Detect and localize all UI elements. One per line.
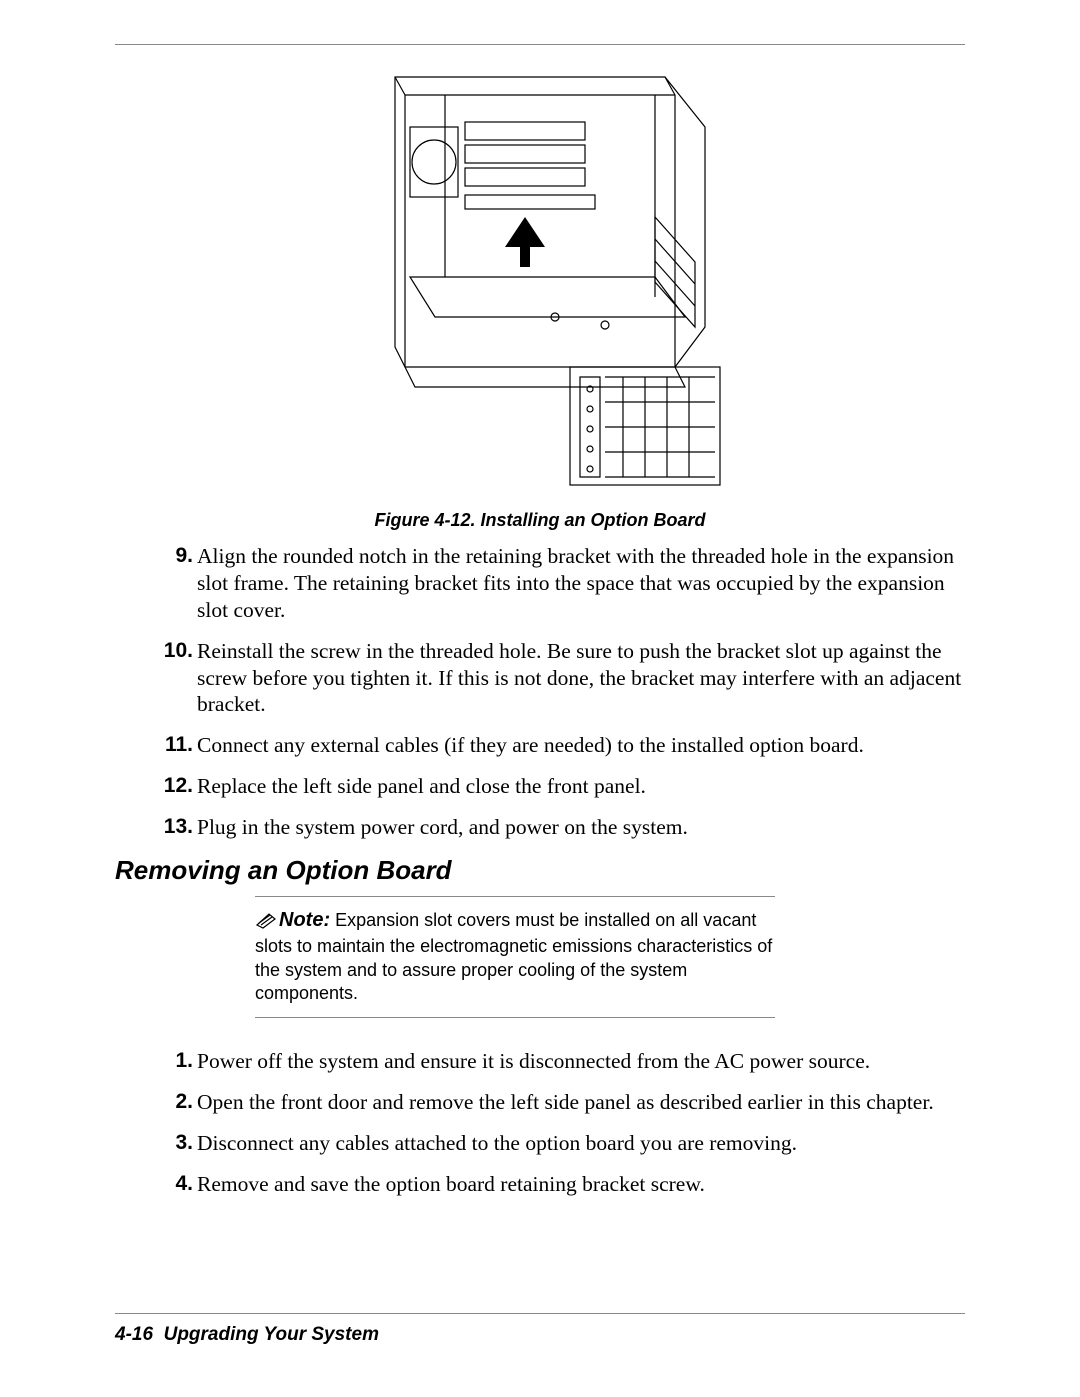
- page: Figure 4-12. Installing an Option Board …: [115, 44, 965, 1354]
- footer-page: 4-16: [115, 1324, 153, 1345]
- note-label: Note:: [279, 909, 330, 931]
- step-number: 12.: [159, 773, 193, 799]
- remove-step: 3. Disconnect any cables attached to the…: [197, 1130, 965, 1157]
- step-number: 4.: [159, 1171, 193, 1197]
- install-step: 12. Replace the left side panel and clos…: [197, 773, 965, 800]
- step-number: 9.: [159, 543, 193, 569]
- step-text: Connect any external cables (if they are…: [197, 733, 864, 757]
- install-step: 13. Plug in the system power cord, and p…: [197, 814, 965, 841]
- note-icon: [255, 911, 277, 935]
- step-text: Power off the system and ensure it is di…: [197, 1049, 870, 1073]
- figure: Figure 4-12. Installing an Option Board: [115, 67, 965, 531]
- figure-caption: Figure 4-12. Installing an Option Board: [115, 510, 965, 531]
- install-step: 9. Align the rounded notch in the retain…: [197, 543, 965, 624]
- bottom-rule: [115, 1313, 965, 1314]
- step-number: 11.: [159, 732, 193, 758]
- step-text: Plug in the system power cord, and power…: [197, 815, 688, 839]
- remove-step: 2. Open the front door and remove the le…: [197, 1089, 965, 1116]
- note-body: Note: Expansion slot covers must be inst…: [255, 897, 775, 1018]
- note-text: Expansion slot covers must be installed …: [255, 910, 772, 1003]
- step-text: Disconnect any cables attached to the op…: [197, 1131, 797, 1155]
- section-heading: Removing an Option Board: [115, 855, 965, 886]
- step-text: Remove and save the option board retaini…: [197, 1172, 705, 1196]
- note-box: Note: Expansion slot covers must be inst…: [255, 896, 775, 1019]
- install-step: 11. Connect any external cables (if they…: [197, 732, 965, 759]
- step-number: 3.: [159, 1130, 193, 1156]
- remove-steps: 1. Power off the system and ensure it is…: [115, 1048, 965, 1198]
- remove-step: 4. Remove and save the option board reta…: [197, 1171, 965, 1198]
- step-number: 1.: [159, 1048, 193, 1074]
- step-text: Align the rounded notch in the retaining…: [197, 544, 954, 622]
- step-number: 2.: [159, 1089, 193, 1115]
- top-rule: [115, 44, 965, 45]
- note-bottom-rule: [255, 1017, 775, 1018]
- install-step: 10. Reinstall the screw in the threaded …: [197, 638, 965, 719]
- remove-step: 1. Power off the system and ensure it is…: [197, 1048, 965, 1075]
- step-number: 10.: [159, 638, 193, 664]
- footer: 4-16 Upgrading Your System: [115, 1324, 379, 1346]
- install-steps: 9. Align the rounded notch in the retain…: [115, 543, 965, 841]
- footer-title: Upgrading Your System: [164, 1324, 379, 1345]
- step-text: Open the front door and remove the left …: [197, 1090, 934, 1114]
- step-number: 13.: [159, 814, 193, 840]
- figure-illustration: [355, 67, 725, 487]
- step-text: Reinstall the screw in the threaded hole…: [197, 639, 961, 717]
- step-text: Replace the left side panel and close th…: [197, 774, 646, 798]
